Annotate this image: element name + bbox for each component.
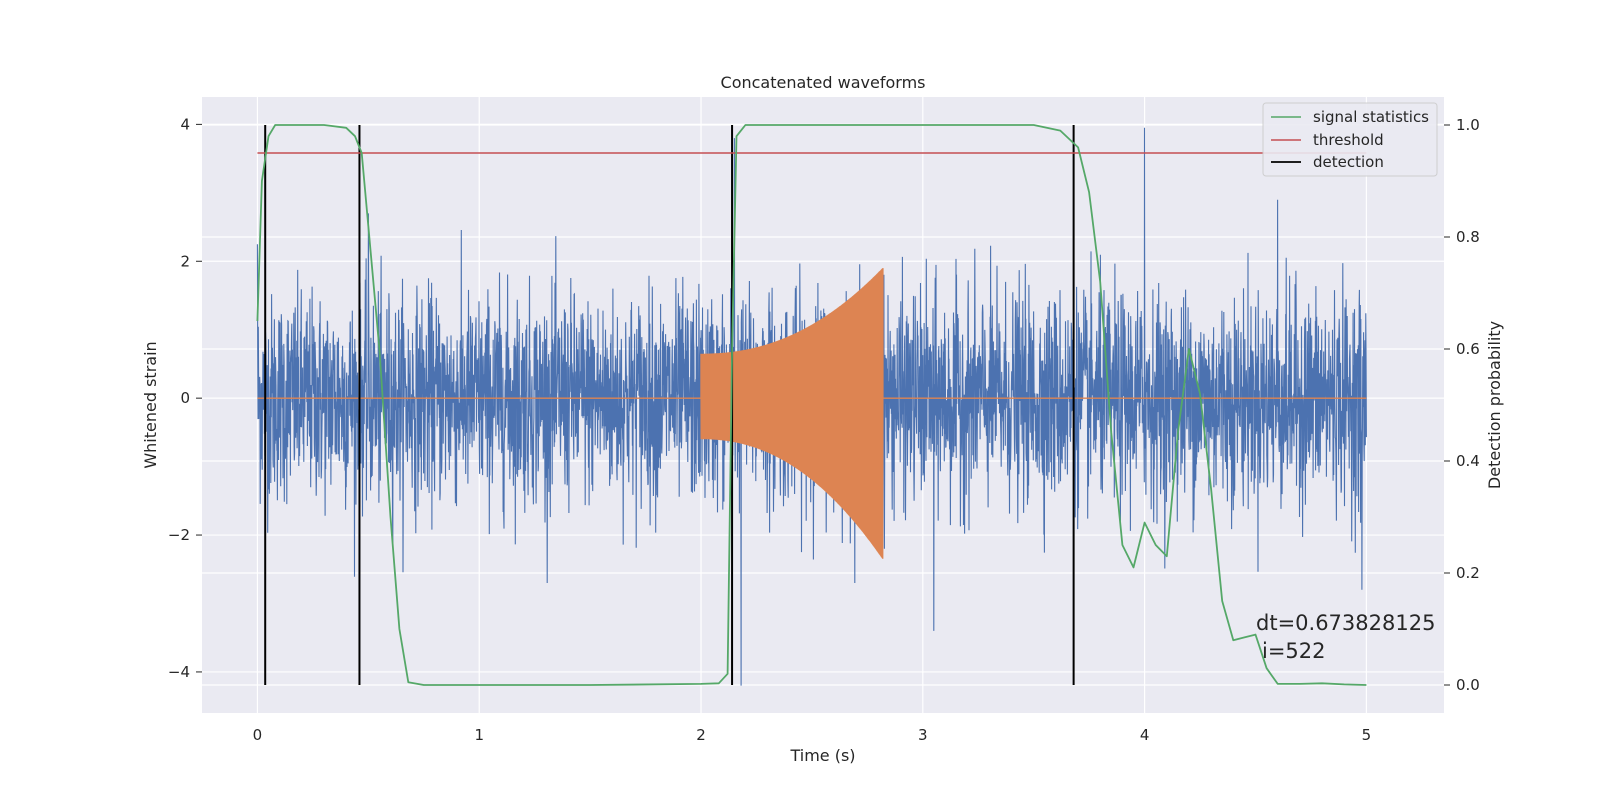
annotation-dt: dt=0.673828125: [1256, 611, 1435, 635]
legend: signal statistics threshold detection: [1262, 102, 1438, 177]
y-left-tick-label: −4: [168, 663, 190, 681]
y-right-tick-label: 1.0: [1456, 116, 1480, 134]
y-left-tick-label: 2: [180, 252, 190, 270]
x-axis-label: Time (s): [789, 746, 855, 765]
x-tick-label: 3: [918, 726, 928, 744]
y-left-tick-label: 0: [180, 389, 190, 407]
chart-title: Concatenated waveforms: [721, 73, 926, 92]
x-tick-label: 2: [696, 726, 706, 744]
annotation: dt=0.673828125 i=522: [1256, 611, 1435, 663]
y-left-tick-label: 4: [180, 115, 190, 133]
y-right-tick-label: 0.0: [1456, 676, 1480, 694]
y-right-tick-label: 0.4: [1456, 452, 1480, 470]
y-right-tick-label: 0.6: [1456, 340, 1480, 358]
y-axis-label-left: Whitened strain: [141, 341, 160, 468]
y-right-tick-label: 0.2: [1456, 564, 1480, 582]
legend-label-detection: detection: [1313, 153, 1384, 171]
x-tick-label: 1: [474, 726, 484, 744]
series-layer: [256, 124, 1367, 686]
x-tick-label: 4: [1140, 726, 1150, 744]
y-right-tick-label: 0.8: [1456, 228, 1480, 246]
axis-ticks: 0 1 2 3 4 5 4 2 0 −2 −4 1.0 0.8 0.6 0.4 0.2 0.0: [168, 115, 1480, 744]
legend-box: [1262, 102, 1438, 177]
x-tick-label: 5: [1362, 726, 1372, 744]
series-signal-statistics: [256, 124, 1367, 686]
x-tick-label: 0: [253, 726, 263, 744]
y-left-tick-label: −2: [168, 526, 190, 544]
annotation-i: i=522: [1262, 639, 1326, 663]
legend-label-threshold: threshold: [1313, 131, 1384, 149]
legend-label-signal-statistics: signal statistics: [1313, 108, 1429, 126]
y-axis-label-right: Detection probability: [1485, 321, 1504, 489]
